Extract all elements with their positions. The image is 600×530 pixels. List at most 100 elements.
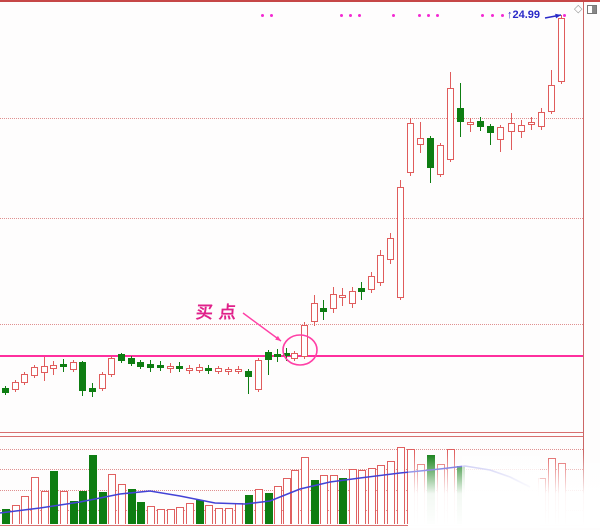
signal-dot (491, 14, 494, 17)
candle (417, 138, 424, 145)
diamond-icon[interactable]: ◇ (574, 3, 583, 15)
signal-dot (358, 14, 361, 17)
volume-bar (157, 509, 165, 524)
candle (70, 362, 77, 370)
candle (21, 374, 28, 383)
volume-bar (265, 493, 273, 524)
candle (147, 364, 154, 368)
candle (349, 291, 356, 304)
volume-bar (457, 466, 465, 524)
volume-gridline (0, 449, 583, 450)
buy-point-label: 买点 (195, 303, 243, 322)
candle (538, 112, 545, 127)
candle (387, 238, 394, 260)
volume-bar (417, 464, 425, 524)
volume-bar (447, 449, 455, 524)
right-border (583, 2, 584, 525)
candle (186, 368, 193, 371)
candle (447, 88, 454, 160)
candle (467, 122, 474, 125)
volume-bar (235, 503, 243, 524)
top-border (0, 0, 600, 2)
candle (108, 358, 115, 375)
volume-bar (31, 477, 39, 524)
candle (457, 108, 464, 122)
candle (558, 18, 565, 82)
candle (118, 354, 125, 361)
candle-wick (470, 118, 471, 132)
candle (477, 121, 484, 127)
volume-bar (205, 505, 213, 524)
candle (245, 371, 252, 377)
volume-bar (89, 455, 97, 524)
volume-bar (12, 505, 20, 524)
signal-dot (270, 14, 273, 17)
candle-wick (268, 350, 269, 375)
volume-bar (176, 507, 184, 524)
panel-toggle-icon[interactable] (587, 5, 597, 14)
volume-bar (41, 491, 49, 524)
panel-separator (0, 436, 583, 437)
panel-separator (0, 432, 583, 433)
candle (358, 288, 365, 292)
candle-wick (490, 124, 491, 145)
volume-bar (99, 492, 107, 524)
volume-bar (301, 457, 309, 524)
candle (205, 368, 212, 371)
price-callout-label: ↑24.99 (507, 9, 541, 21)
bottom-border (0, 525, 583, 526)
volume-bar (50, 471, 58, 524)
candle (437, 145, 444, 175)
volume-bar (558, 463, 566, 524)
volume-bar (60, 491, 68, 524)
volume-bar (291, 470, 299, 524)
volume-bar (283, 478, 291, 524)
candle (196, 367, 203, 371)
candle (548, 85, 555, 112)
candle (301, 325, 308, 357)
volume-bar (118, 484, 126, 524)
volume-bar (358, 470, 366, 524)
volume-bar (407, 449, 415, 524)
signal-dot (261, 14, 264, 17)
candle-wick (420, 122, 421, 153)
candle (283, 353, 290, 356)
volume-bar (330, 475, 338, 524)
candle (508, 123, 515, 132)
candle (99, 374, 106, 389)
candle (255, 360, 262, 390)
volume-bar (167, 509, 175, 524)
volume-bar (137, 502, 145, 524)
candle (518, 125, 525, 132)
candle (320, 308, 327, 312)
candle (89, 388, 96, 392)
volume-bar (128, 489, 136, 524)
volume-bar (79, 491, 87, 524)
candle (397, 187, 404, 298)
candle (128, 358, 135, 364)
signal-dot (349, 14, 352, 17)
candle (427, 138, 434, 168)
candle-wick (248, 369, 249, 394)
volume-bar (320, 475, 328, 524)
volume-bar (368, 468, 376, 524)
main-gridline (0, 118, 583, 119)
volume-bar (437, 464, 445, 524)
candle (377, 255, 384, 283)
volume-bar (538, 478, 546, 524)
candle (274, 354, 281, 357)
candle (79, 362, 86, 391)
candle (60, 364, 67, 367)
volume-bar (397, 447, 405, 524)
candle (50, 365, 57, 369)
volume-bar (377, 465, 385, 524)
volume-bar (147, 506, 155, 524)
candle (339, 295, 346, 298)
signal-dot (481, 14, 484, 17)
signal-dot (418, 14, 421, 17)
candle (330, 294, 337, 309)
volume-bar (70, 501, 78, 524)
